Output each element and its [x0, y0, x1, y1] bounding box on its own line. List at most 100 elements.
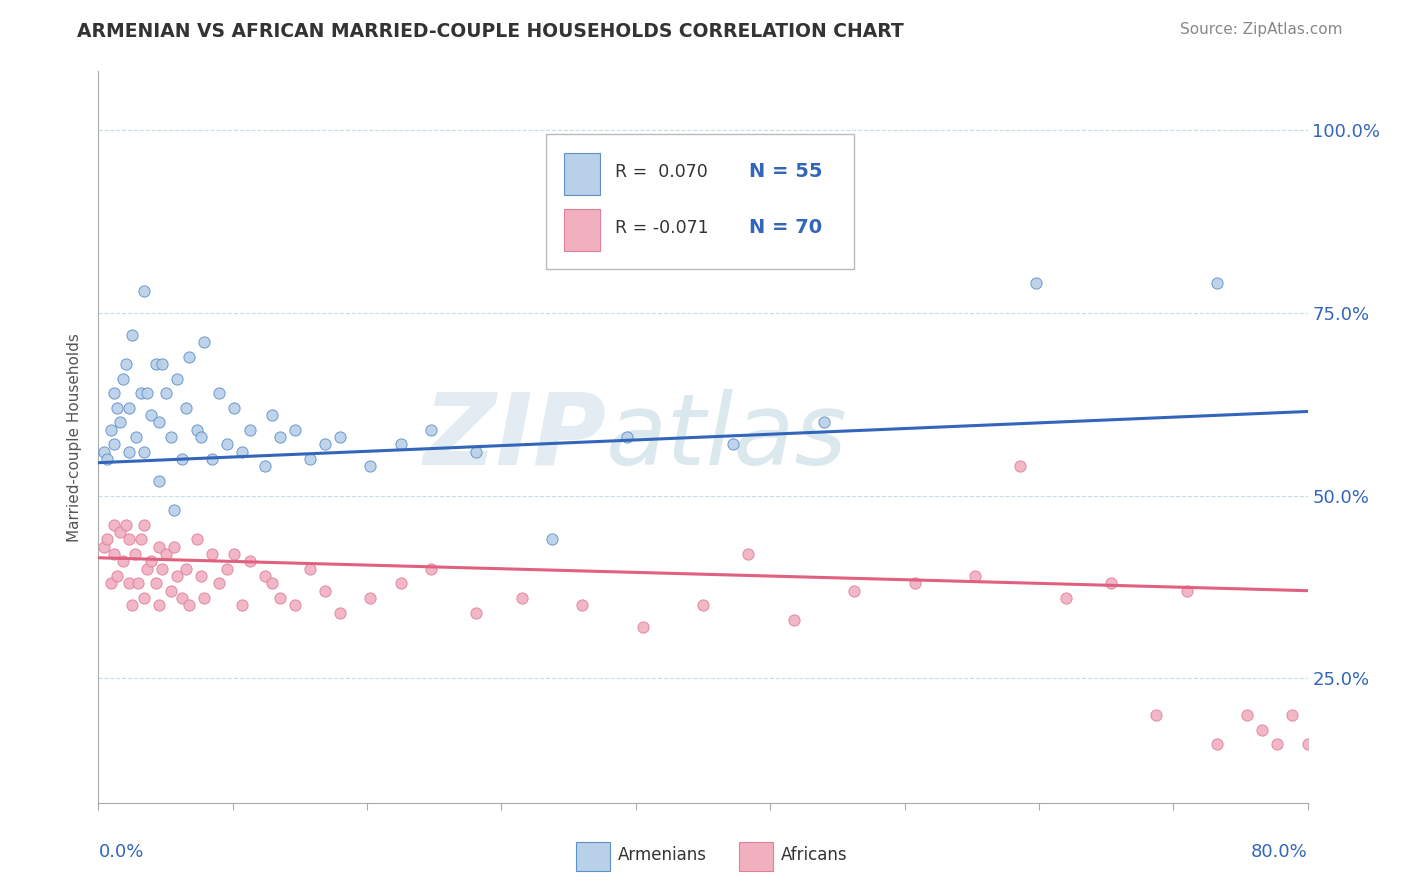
Point: [239, 554, 262, 568]
Point: [813, 416, 835, 430]
Point: [148, 474, 170, 488]
Point: [239, 423, 262, 437]
Y-axis label: Married-couple Households: Married-couple Households: [67, 333, 83, 541]
Point: [121, 599, 143, 613]
Point: [571, 599, 593, 613]
Point: [299, 452, 322, 467]
Point: [111, 371, 134, 385]
Point: [145, 576, 167, 591]
Point: [170, 452, 193, 467]
Point: [129, 533, 152, 547]
Point: [114, 357, 136, 371]
Point: [783, 613, 806, 627]
Point: [215, 437, 238, 451]
Point: [201, 547, 224, 561]
Point: [1024, 277, 1046, 291]
Point: [105, 569, 128, 583]
Point: [1010, 459, 1032, 474]
Point: [103, 547, 125, 561]
Point: [150, 562, 173, 576]
Point: [125, 430, 148, 444]
Point: [100, 576, 122, 591]
Point: [148, 416, 170, 430]
Point: [132, 517, 155, 532]
Point: [100, 423, 122, 437]
Text: ARMENIAN VS AFRICAN MARRIED-COUPLE HOUSEHOLDS CORRELATION CHART: ARMENIAN VS AFRICAN MARRIED-COUPLE HOUSE…: [77, 22, 904, 41]
Point: [1144, 708, 1167, 723]
Text: atlas: atlas: [606, 389, 848, 485]
Point: [723, 437, 745, 451]
Point: [269, 430, 291, 444]
Point: [1251, 723, 1274, 737]
Point: [540, 533, 562, 547]
Text: Africans: Africans: [780, 847, 846, 864]
Point: [1236, 708, 1258, 723]
Point: [163, 503, 186, 517]
Point: [190, 430, 212, 444]
Point: [163, 540, 186, 554]
Point: [420, 562, 443, 576]
FancyBboxPatch shape: [546, 134, 855, 268]
Bar: [576, 841, 610, 871]
Point: [93, 540, 115, 554]
Point: [208, 386, 231, 401]
Text: N = 55: N = 55: [749, 162, 823, 181]
Point: [148, 540, 170, 554]
Point: [118, 533, 141, 547]
Point: [166, 371, 188, 385]
Point: [132, 591, 155, 605]
Point: [103, 517, 125, 532]
Point: [135, 386, 157, 401]
Point: [1054, 591, 1077, 605]
Point: [284, 423, 307, 437]
Point: [174, 401, 197, 415]
Point: [1175, 583, 1198, 598]
Point: [124, 547, 146, 561]
Bar: [740, 841, 773, 871]
Point: [1267, 737, 1289, 751]
Point: [103, 437, 125, 451]
Point: [105, 401, 128, 415]
Point: [179, 350, 201, 364]
Point: [616, 430, 638, 444]
Point: [132, 284, 155, 298]
Text: 80.0%: 80.0%: [1251, 843, 1308, 861]
Point: [141, 554, 163, 568]
Point: [103, 386, 125, 401]
Point: [127, 576, 149, 591]
Bar: [564, 153, 600, 195]
Point: [93, 444, 115, 458]
Point: [965, 569, 987, 583]
Point: [155, 386, 177, 401]
Point: [96, 533, 118, 547]
Point: [145, 357, 167, 371]
Point: [231, 444, 253, 458]
Point: [231, 599, 253, 613]
Point: [1296, 737, 1319, 751]
Point: [420, 423, 443, 437]
Point: [692, 599, 714, 613]
Bar: [564, 209, 600, 252]
Point: [160, 583, 183, 598]
Text: R = -0.071: R = -0.071: [614, 219, 709, 237]
Point: [141, 408, 163, 422]
Point: [329, 430, 352, 444]
Point: [1099, 576, 1122, 591]
Point: [179, 599, 201, 613]
Point: [150, 357, 173, 371]
Point: [844, 583, 866, 598]
Point: [314, 437, 336, 451]
Point: [904, 576, 927, 591]
Point: [160, 430, 183, 444]
Point: [262, 576, 284, 591]
Point: [118, 444, 141, 458]
Point: [170, 591, 193, 605]
Point: [1206, 277, 1229, 291]
Point: [1281, 708, 1303, 723]
Point: [118, 576, 141, 591]
Point: [114, 517, 136, 532]
Point: [190, 569, 212, 583]
Point: [96, 452, 118, 467]
Text: Armenians: Armenians: [619, 847, 707, 864]
Point: [389, 576, 412, 591]
